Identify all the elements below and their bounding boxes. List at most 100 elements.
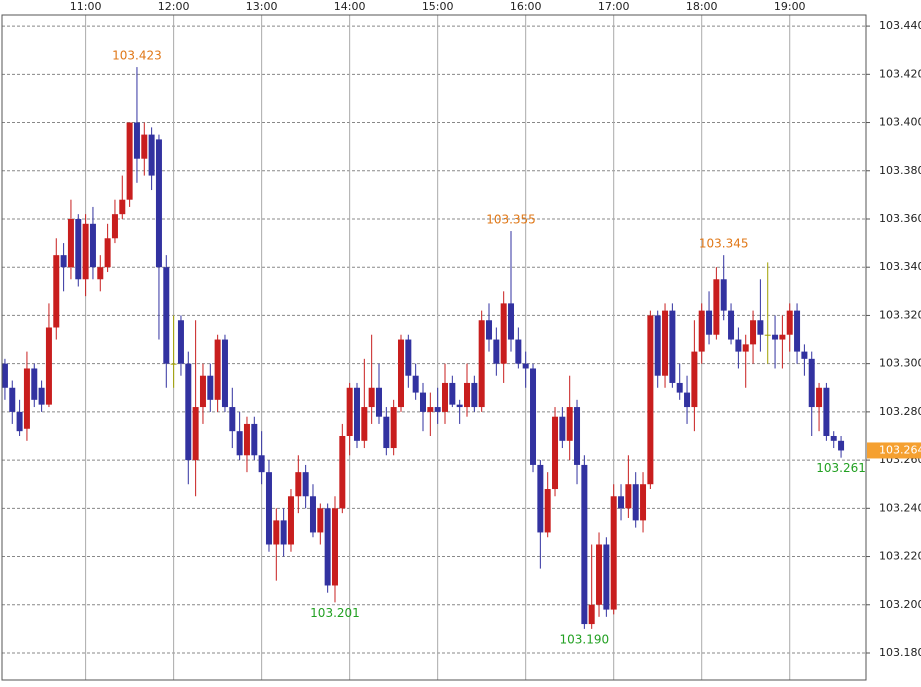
candle-body bbox=[772, 334, 779, 340]
last-price-box bbox=[867, 442, 921, 459]
y-tick-label: 103.340 bbox=[879, 260, 921, 273]
candle-body bbox=[537, 464, 544, 533]
candle-body bbox=[229, 407, 236, 432]
candle-body bbox=[574, 407, 581, 465]
candle-body bbox=[67, 218, 74, 268]
candle-body bbox=[324, 508, 331, 586]
candle-body bbox=[192, 407, 199, 461]
y-tick-label: 103.220 bbox=[879, 550, 921, 563]
candle-body bbox=[221, 339, 228, 408]
y-tick-label: 103.180 bbox=[879, 646, 921, 659]
candle-body bbox=[530, 368, 537, 465]
candle-body bbox=[31, 368, 38, 400]
low-label: 103.261 bbox=[816, 461, 866, 475]
high-label: 103.355 bbox=[486, 213, 536, 227]
candle-body bbox=[104, 238, 111, 268]
candle-body bbox=[45, 327, 52, 405]
candle-body bbox=[75, 218, 82, 280]
candle-body bbox=[478, 320, 485, 408]
candle-body bbox=[618, 496, 625, 509]
candle-body bbox=[60, 255, 67, 268]
candle-body bbox=[750, 320, 757, 345]
x-tick-label: 12:00 bbox=[158, 0, 190, 13]
candle-body bbox=[434, 407, 441, 412]
candle-body bbox=[596, 544, 603, 605]
candle-body bbox=[830, 435, 837, 441]
candle-body bbox=[838, 440, 845, 451]
candle-body bbox=[16, 411, 23, 432]
candle-body bbox=[603, 544, 610, 610]
candle-body bbox=[133, 122, 140, 159]
candle-body bbox=[698, 310, 705, 352]
candle-body bbox=[581, 464, 588, 625]
high-label: 103.345 bbox=[699, 237, 749, 251]
candle-body bbox=[53, 255, 60, 328]
y-tick-label: 103.200 bbox=[879, 598, 921, 611]
candle-body bbox=[295, 472, 302, 497]
y-tick-label: 103.380 bbox=[879, 164, 921, 177]
candle-body bbox=[779, 334, 786, 340]
candle-body bbox=[684, 392, 691, 408]
candle-body bbox=[346, 387, 353, 436]
candle-body bbox=[412, 375, 419, 393]
candle-body bbox=[251, 423, 258, 456]
candle-body bbox=[23, 368, 30, 429]
plot-frame bbox=[1, 14, 867, 681]
candle-body bbox=[816, 387, 823, 408]
y-tick-label: 103.440 bbox=[879, 19, 921, 32]
candle-body bbox=[309, 496, 316, 533]
candle-body bbox=[185, 363, 192, 461]
candle-body bbox=[442, 382, 449, 412]
candle-body bbox=[632, 484, 639, 521]
candle-body bbox=[383, 416, 390, 449]
candle-body bbox=[353, 387, 360, 441]
candle-body bbox=[97, 267, 104, 280]
x-tick-label: 17:00 bbox=[598, 0, 630, 13]
candle-body bbox=[456, 404, 463, 408]
candle-body bbox=[823, 387, 830, 436]
labels: 103.180103.200103.220103.240103.260103.2… bbox=[70, 0, 921, 659]
candle-body bbox=[390, 407, 397, 449]
candle-body bbox=[170, 363, 177, 365]
candle-body bbox=[544, 489, 551, 533]
candle-body bbox=[214, 339, 221, 400]
candle-body bbox=[89, 223, 96, 268]
candle-body bbox=[566, 407, 573, 441]
candle-body bbox=[273, 520, 280, 545]
candle-body bbox=[706, 310, 713, 335]
y-tick-label: 103.360 bbox=[879, 212, 921, 225]
candle-body bbox=[735, 339, 742, 352]
candle-body bbox=[302, 472, 309, 497]
candle-body bbox=[148, 134, 155, 176]
candle-body bbox=[728, 310, 735, 340]
candle-body bbox=[280, 520, 287, 545]
candle-body bbox=[199, 375, 206, 408]
candle-body bbox=[243, 423, 250, 456]
candle-body bbox=[331, 508, 338, 586]
candle-body bbox=[287, 496, 294, 545]
candle-body bbox=[625, 484, 632, 509]
candle-body bbox=[691, 351, 698, 408]
low-label: 103.190 bbox=[560, 632, 610, 646]
candle-body bbox=[265, 472, 272, 545]
candle-body bbox=[177, 320, 184, 364]
y-tick-label: 103.240 bbox=[879, 501, 921, 514]
candle-body bbox=[126, 122, 133, 200]
candle-body bbox=[588, 604, 595, 625]
x-tick-label: 16:00 bbox=[510, 0, 542, 13]
candle-body bbox=[9, 387, 16, 412]
candle-body bbox=[405, 339, 412, 376]
candle-body bbox=[522, 363, 529, 369]
y-tick-label: 103.300 bbox=[879, 357, 921, 370]
candle-body bbox=[38, 387, 45, 405]
last-price-label: 103.264 bbox=[879, 443, 921, 456]
candle-body bbox=[427, 407, 434, 412]
x-tick-label: 13:00 bbox=[246, 0, 278, 13]
candle-body bbox=[82, 223, 89, 280]
candle-body bbox=[794, 310, 801, 352]
candle-body bbox=[552, 416, 559, 490]
y-tick-label: 103.320 bbox=[879, 308, 921, 321]
x-tick-label: 19:00 bbox=[774, 0, 806, 13]
y-tick-label: 103.280 bbox=[879, 405, 921, 418]
